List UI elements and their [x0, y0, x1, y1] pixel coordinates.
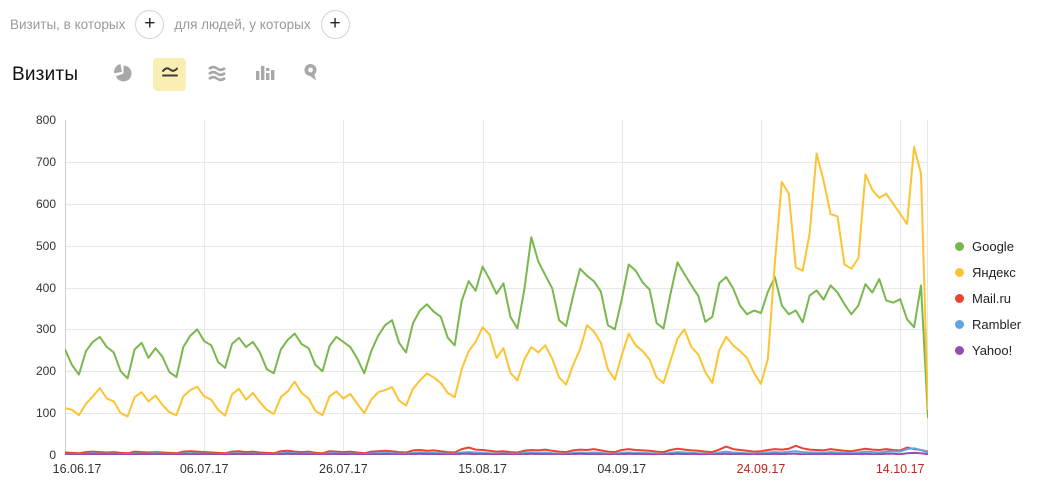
visits-filter-label: Визиты, в которых	[10, 16, 126, 32]
series-line-yahoo[interactable]	[64, 451, 929, 456]
y-axis-tick-label: 100	[35, 406, 56, 421]
people-filter-label: для людей, у которых	[174, 16, 311, 32]
chart-legend: Google Яндекс Mail.ru Rambler Yahoo!	[955, 239, 1022, 358]
line-chart-plot-area[interactable]	[64, 119, 929, 456]
x-axis-tick-label: 06.07.17	[179, 462, 229, 476]
legend-label: Google	[972, 239, 1014, 254]
y-axis-tick-label: 400	[35, 280, 56, 295]
chart-header: Визиты	[12, 58, 327, 91]
pie-chart-icon	[113, 63, 133, 86]
legend-item-mailru[interactable]: Mail.ru	[955, 291, 1021, 306]
legend-label: Rambler	[972, 317, 1022, 332]
x-axis-tick-label: 26.07.17	[319, 462, 368, 476]
line-chart-icon	[159, 62, 181, 87]
plus-icon: +	[329, 13, 341, 34]
series-line-яндекс[interactable]	[64, 145, 929, 418]
x-axis-tick-label: 04.09.17	[597, 462, 647, 476]
visits-line-chart-svg[interactable]	[64, 119, 929, 456]
column-chart-icon	[253, 62, 275, 87]
x-axis-tick-label: 14.10.17	[875, 462, 925, 476]
chart-type-map-button[interactable]	[294, 58, 327, 91]
x-axis-tick-label: 24.09.17	[736, 462, 786, 476]
chart-type-line-button[interactable]	[153, 58, 187, 91]
chart-type-columns-button[interactable]	[247, 58, 280, 91]
y-axis-tick-label: 800	[35, 113, 56, 127]
x-axis-tick-label: 15.08.17	[458, 462, 507, 476]
legend-color-dot	[955, 346, 964, 355]
legend-label: Яндекс	[972, 265, 1016, 280]
series-line-google[interactable]	[64, 236, 929, 419]
legend-item-rambler[interactable]: Rambler	[955, 317, 1022, 332]
series-line-mailru[interactable]	[64, 444, 929, 455]
legend-label: Mail.ru	[972, 291, 1012, 306]
legend-item-yahoo[interactable]: Yahoo!	[955, 343, 1021, 358]
y-axis-tick-label: 700	[35, 154, 56, 169]
legend-color-dot	[955, 242, 964, 251]
y-axis-tick-label: 200	[35, 364, 56, 379]
x-axis-tick-label: 16.06.17	[52, 462, 102, 476]
metric-title: Визиты	[12, 63, 79, 85]
segmentation-bar: Визиты, в которых + для людей, у которых…	[10, 8, 350, 40]
y-axis-tick-label: 600	[35, 196, 56, 211]
legend-color-dot	[955, 294, 964, 303]
legend-label: Yahoo!	[972, 343, 1013, 358]
chart-type-stacked-area-button[interactable]	[200, 58, 233, 91]
legend-color-dot	[955, 268, 964, 277]
legend-color-dot	[955, 320, 964, 329]
stacked-area-chart-icon	[206, 62, 228, 87]
legend-item-яндекс[interactable]: Яндекс	[955, 265, 1021, 280]
y-axis-tick-label: 0	[49, 448, 56, 462]
y-axis-tick-label: 500	[35, 238, 56, 253]
add-visit-filter-button[interactable]: +	[135, 9, 165, 39]
chart-type-pie-button[interactable]	[106, 58, 139, 91]
y-axis-tick-label: 300	[35, 322, 56, 337]
legend-item-google[interactable]: Google	[955, 239, 1021, 254]
plus-icon: +	[144, 13, 156, 34]
add-people-filter-button[interactable]: +	[320, 9, 350, 39]
geo-map-pin-icon	[300, 62, 322, 87]
